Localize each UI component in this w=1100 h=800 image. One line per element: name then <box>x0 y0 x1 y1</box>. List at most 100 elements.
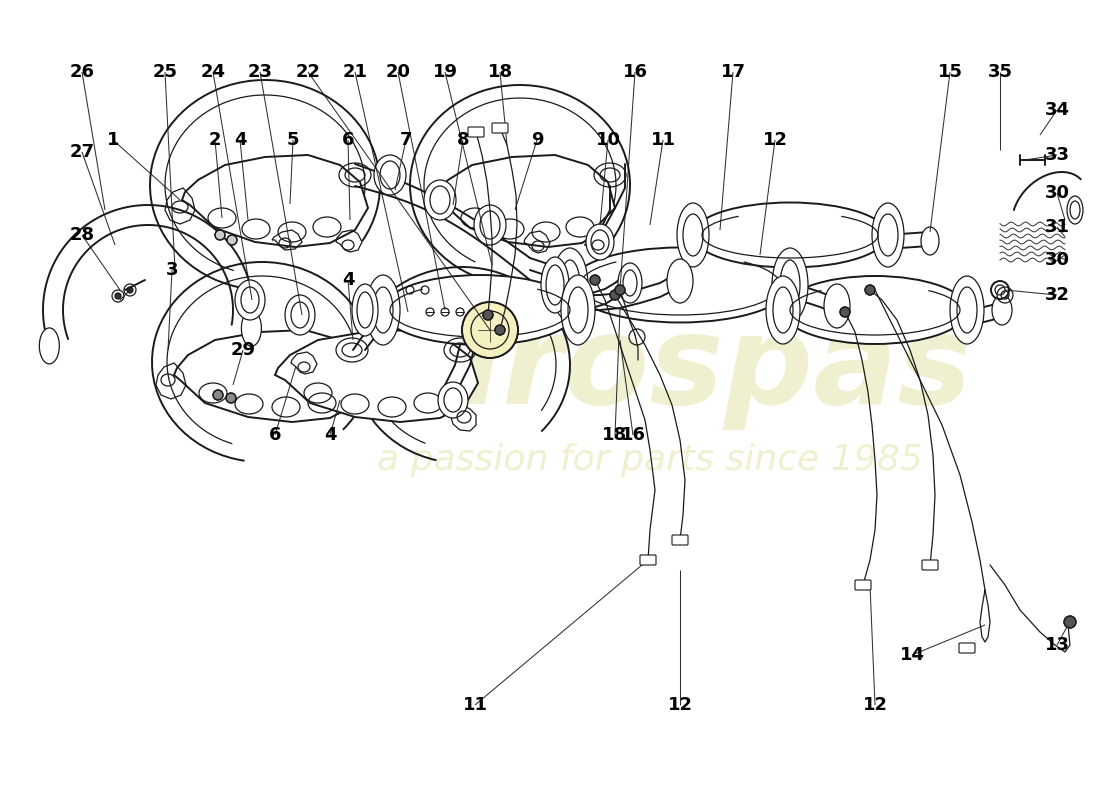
Ellipse shape <box>383 275 578 345</box>
Text: 13: 13 <box>1045 636 1069 654</box>
Circle shape <box>116 293 121 299</box>
FancyBboxPatch shape <box>922 560 938 570</box>
FancyBboxPatch shape <box>959 643 975 653</box>
Circle shape <box>126 287 133 293</box>
Ellipse shape <box>992 295 1012 325</box>
Text: 28: 28 <box>69 226 95 244</box>
Text: 21: 21 <box>342 63 367 81</box>
Text: 34: 34 <box>1045 101 1069 119</box>
Text: 23: 23 <box>248 63 273 81</box>
Text: 33: 33 <box>1045 146 1069 164</box>
Circle shape <box>214 230 225 240</box>
Circle shape <box>991 281 1009 299</box>
Ellipse shape <box>552 248 589 322</box>
Polygon shape <box>182 155 368 247</box>
Text: 4: 4 <box>323 426 337 444</box>
Ellipse shape <box>872 203 904 267</box>
Text: 8: 8 <box>456 131 470 149</box>
Text: 20: 20 <box>385 63 410 81</box>
Text: 7: 7 <box>399 131 412 149</box>
Circle shape <box>590 275 600 285</box>
Circle shape <box>213 390 223 400</box>
Text: 32: 32 <box>1045 286 1069 304</box>
Ellipse shape <box>782 276 968 344</box>
Text: 6: 6 <box>342 131 354 149</box>
Text: 30: 30 <box>1045 251 1069 269</box>
Text: 14: 14 <box>900 646 924 664</box>
Ellipse shape <box>586 224 614 260</box>
Text: 9: 9 <box>530 131 543 149</box>
Text: 25: 25 <box>153 63 177 81</box>
Circle shape <box>226 393 236 403</box>
FancyBboxPatch shape <box>468 127 484 137</box>
Circle shape <box>840 307 850 317</box>
Text: 35: 35 <box>988 63 1012 81</box>
Ellipse shape <box>618 263 642 303</box>
Circle shape <box>610 290 620 300</box>
Polygon shape <box>174 330 368 422</box>
Text: 6: 6 <box>268 426 282 444</box>
Ellipse shape <box>352 284 378 336</box>
Ellipse shape <box>541 257 569 313</box>
Text: 4: 4 <box>233 131 246 149</box>
Text: 12: 12 <box>762 131 788 149</box>
Text: 4: 4 <box>342 271 354 289</box>
Ellipse shape <box>1067 196 1084 224</box>
Text: 18: 18 <box>487 63 513 81</box>
Text: 22: 22 <box>296 63 320 81</box>
Circle shape <box>462 302 518 358</box>
Text: 15: 15 <box>937 63 962 81</box>
Text: 18: 18 <box>603 426 628 444</box>
FancyBboxPatch shape <box>672 535 688 545</box>
Text: 17: 17 <box>720 63 746 81</box>
Text: 12: 12 <box>668 696 693 714</box>
Text: 26: 26 <box>69 63 95 81</box>
Ellipse shape <box>474 205 506 245</box>
Ellipse shape <box>40 328 59 364</box>
Text: 16: 16 <box>620 426 646 444</box>
Text: 11: 11 <box>462 696 487 714</box>
Text: 31: 31 <box>1045 218 1069 236</box>
Ellipse shape <box>667 259 693 303</box>
Circle shape <box>483 310 493 320</box>
Circle shape <box>227 235 236 245</box>
Ellipse shape <box>561 275 595 345</box>
FancyBboxPatch shape <box>640 555 656 565</box>
Circle shape <box>865 285 874 295</box>
Polygon shape <box>275 330 478 422</box>
Ellipse shape <box>693 202 888 267</box>
Text: 2: 2 <box>209 131 221 149</box>
Ellipse shape <box>235 280 265 320</box>
Polygon shape <box>433 155 615 247</box>
FancyBboxPatch shape <box>855 580 871 590</box>
Text: 11: 11 <box>650 131 675 149</box>
Circle shape <box>1064 616 1076 628</box>
Text: 19: 19 <box>432 63 458 81</box>
FancyBboxPatch shape <box>492 123 508 133</box>
Circle shape <box>495 325 505 335</box>
Text: 16: 16 <box>623 63 648 81</box>
Ellipse shape <box>676 203 710 267</box>
Text: 24: 24 <box>200 63 225 81</box>
Ellipse shape <box>766 276 800 344</box>
Circle shape <box>615 285 625 295</box>
Ellipse shape <box>374 155 406 195</box>
Ellipse shape <box>950 276 984 344</box>
Ellipse shape <box>424 180 456 220</box>
Ellipse shape <box>285 295 315 335</box>
Ellipse shape <box>366 275 400 345</box>
Ellipse shape <box>772 248 808 322</box>
Text: 5: 5 <box>287 131 299 149</box>
Text: eurospas: eurospas <box>328 310 972 430</box>
Text: 29: 29 <box>231 341 255 359</box>
Text: 12: 12 <box>862 696 888 714</box>
Text: 1: 1 <box>107 131 119 149</box>
Text: 10: 10 <box>595 131 620 149</box>
Text: 30: 30 <box>1045 184 1069 202</box>
Text: a passion for parts since 1985: a passion for parts since 1985 <box>377 443 923 477</box>
Text: 27: 27 <box>69 143 95 161</box>
Text: 3: 3 <box>166 261 178 279</box>
Ellipse shape <box>438 382 468 418</box>
Ellipse shape <box>921 227 939 255</box>
Ellipse shape <box>241 310 262 346</box>
